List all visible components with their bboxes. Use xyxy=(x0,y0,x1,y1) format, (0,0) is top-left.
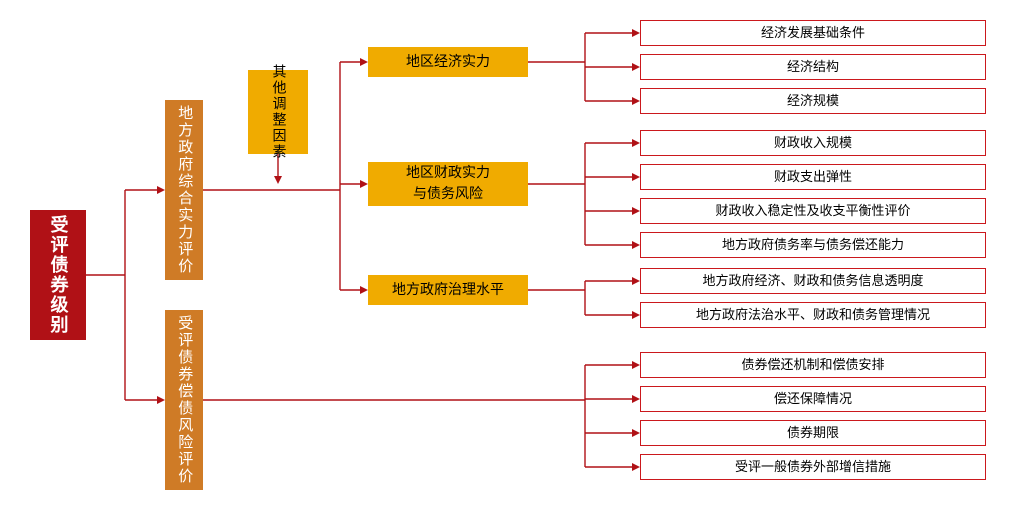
node-f10: 债券偿还机制和偿债安排 xyxy=(640,352,986,378)
node-label: 经济规模 xyxy=(787,91,839,111)
node-f3: 经济规模 xyxy=(640,88,986,114)
node-f1: 经济发展基础条件 xyxy=(640,20,986,46)
node-label: 财政支出弹性 xyxy=(774,167,852,187)
node-m2: 地区财政实力 与债务风险 xyxy=(368,162,528,206)
node-label: 财政收入稳定性及收支平衡性评价 xyxy=(715,201,910,221)
node-label: 地方政府法治水平、财政和债务管理情况 xyxy=(696,305,930,325)
node-label: 地区财政实力 与债务风险 xyxy=(406,163,490,205)
node-label: 偿还保障情况 xyxy=(774,389,852,409)
node-f9: 地方政府法治水平、财政和债务管理情况 xyxy=(640,302,986,328)
node-label: 地区经济实力 xyxy=(406,52,490,73)
node-f7: 地方政府债务率与债务偿还能力 xyxy=(640,232,986,258)
node-m1: 地区经济实力 xyxy=(368,47,528,77)
node-f6: 财政收入稳定性及收支平衡性评价 xyxy=(640,198,986,224)
node-f5: 财政支出弹性 xyxy=(640,164,986,190)
node-label: 经济发展基础条件 xyxy=(761,23,865,43)
node-f12: 债券期限 xyxy=(640,420,986,446)
node-label: 受评一般债券外部增信措施 xyxy=(735,457,891,477)
node-root: 受评债券级别 xyxy=(30,210,86,340)
node-label: 经济结构 xyxy=(787,57,839,77)
node-f13: 受评一般债券外部增信措施 xyxy=(640,454,986,480)
node-f8: 地方政府经济、财政和债务信息透明度 xyxy=(640,268,986,294)
node-l2a: 地方政府综合实力评价 xyxy=(165,100,203,280)
node-label: 债券期限 xyxy=(787,423,839,443)
node-f4: 财政收入规模 xyxy=(640,130,986,156)
node-label: 地方政府经济、财政和债务信息透明度 xyxy=(702,271,923,291)
node-f2: 经济结构 xyxy=(640,54,986,80)
node-f11: 偿还保障情况 xyxy=(640,386,986,412)
node-label: 财政收入规模 xyxy=(774,133,852,153)
node-label: 受评债券级别 xyxy=(45,215,72,335)
node-adj: 其他调整因素 xyxy=(248,70,308,154)
node-l2b: 受评债券偿债风险评价 xyxy=(165,310,203,490)
node-label: 地方政府债务率与债务偿还能力 xyxy=(722,235,904,255)
node-label: 地方政府治理水平 xyxy=(392,280,504,301)
node-label: 受评债券偿债风险评价 xyxy=(173,315,196,485)
node-label: 债券偿还机制和偿债安排 xyxy=(741,355,884,375)
node-label: 其他调整因素 xyxy=(268,64,289,160)
node-m3: 地方政府治理水平 xyxy=(368,275,528,305)
node-label: 地方政府综合实力评价 xyxy=(173,105,196,275)
